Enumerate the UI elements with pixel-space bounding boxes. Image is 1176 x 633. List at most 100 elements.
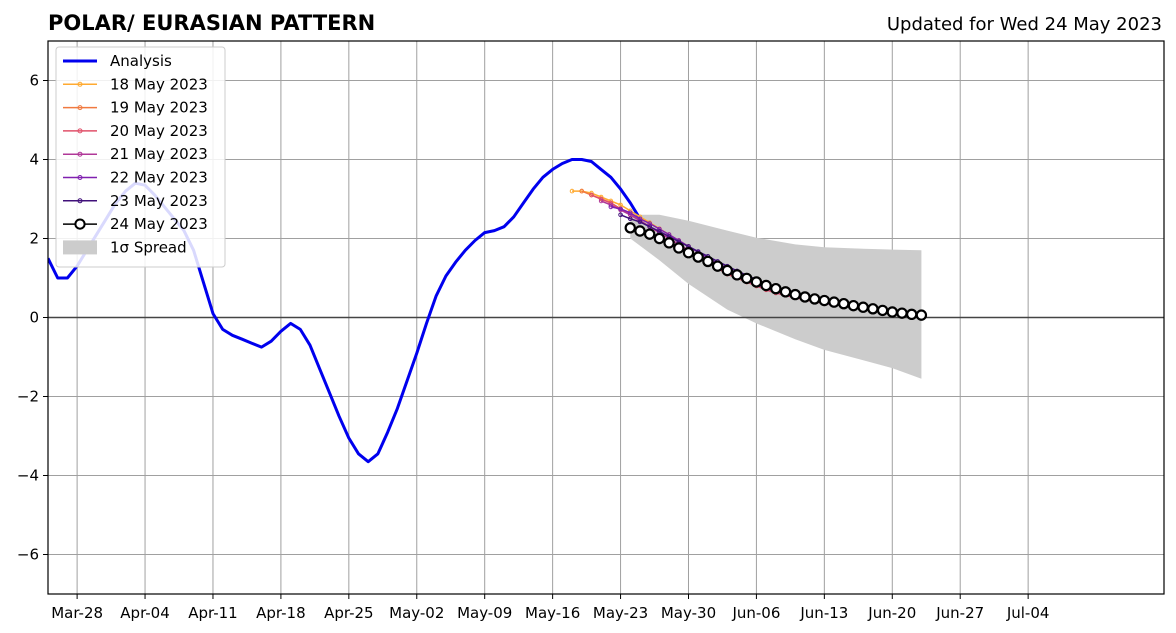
y-tick-label: 4: [29, 151, 39, 169]
current-forecast-point: [624, 222, 636, 234]
legend-marker: [77, 81, 83, 87]
legend-entry: 21 May 2023: [63, 145, 208, 163]
forecast-point: [637, 219, 643, 225]
x-tick-label: May-09: [457, 604, 512, 622]
x-tick-label: Jun-27: [935, 604, 984, 622]
forecast-point: [608, 202, 614, 208]
forecast-point: [579, 188, 585, 194]
current-forecast-point: [867, 303, 879, 315]
legend-label: 24 May 2023: [110, 215, 208, 233]
current-forecast-point: [799, 291, 811, 303]
legend-marker: [77, 198, 83, 204]
legend: Analysis 18 May 2023 19 May 2023 20 May 202…: [55, 46, 226, 268]
x-tick-label: Apr-04: [120, 604, 170, 622]
legend-marker: [77, 105, 83, 111]
forecast-point: [608, 204, 614, 210]
y-axis-ticks: 6 4 2 0 −2 −4 −6: [17, 72, 48, 564]
current-forecast-point: [663, 237, 675, 249]
chart-title: POLAR/ EURASIAN PATTERN: [48, 11, 375, 35]
current-forecast-point: [896, 307, 908, 319]
forecast-point: [618, 206, 623, 212]
forecast-point: [627, 210, 633, 216]
legend-entry: 18 May 2023: [63, 75, 208, 93]
current-forecast-point: [711, 260, 724, 272]
legend-entry: 1σ Spread: [63, 238, 187, 256]
legend-marker: [77, 175, 83, 180]
legend-label: 23 May 2023: [110, 192, 208, 210]
current-forecast-point: [886, 306, 898, 318]
current-forecast-point: [847, 299, 860, 312]
current-forecast-point: [692, 251, 704, 263]
current-forecast-point: [673, 242, 685, 254]
forecast-point: [627, 216, 633, 222]
x-tick-label: May-02: [389, 604, 444, 622]
legend-label: 22 May 2023: [110, 169, 208, 187]
x-tick-label: May-23: [593, 604, 648, 622]
current-forecast-point: [808, 293, 821, 305]
legend-label: 19 May 2023: [110, 99, 208, 117]
x-tick-label: May-16: [525, 604, 580, 622]
current-forecast-point: [818, 294, 831, 307]
legend-entry: 22 May 2023: [63, 169, 208, 187]
current-forecast-point: [779, 286, 792, 298]
forecast-point: [647, 224, 652, 229]
current-forecast-point: [702, 255, 714, 268]
current-forecast-point: [741, 272, 753, 285]
x-tick-label: May-30: [661, 604, 716, 622]
x-tick-label: Jun-20: [867, 604, 916, 622]
current-forecast-point: [750, 276, 763, 288]
current-forecast-point: [770, 282, 782, 295]
current-forecast-layer: [624, 222, 928, 321]
chart-subtitle: Updated for Wed 24 May 2023: [887, 14, 1162, 35]
current-forecast-point: [789, 288, 801, 301]
current-forecast-point: [721, 264, 734, 277]
x-tick-label: Mar-28: [51, 604, 103, 622]
current-forecast-point: [905, 308, 918, 321]
legend-label: 21 May 2023: [110, 145, 208, 163]
forecast-point: [589, 192, 594, 198]
legend-label: 1σ Spread: [110, 238, 187, 256]
y-tick-label: −4: [17, 467, 39, 485]
current-forecast-point: [643, 228, 656, 240]
forecast-point: [569, 188, 575, 194]
forecast-point: [598, 196, 604, 202]
forecast-point: [618, 212, 623, 218]
legend-entry: 24 May 2023: [63, 215, 208, 233]
y-tick-label: 2: [29, 230, 39, 248]
current-forecast-point: [838, 297, 850, 310]
x-tick-label: Apr-25: [324, 604, 374, 622]
legend-marker: [74, 218, 86, 230]
legend-swatch: [63, 240, 97, 255]
current-forecast-point: [682, 247, 695, 259]
current-forecast-point: [760, 279, 772, 292]
x-tick-label: Apr-11: [188, 604, 238, 622]
x-tick-label: Jun-13: [799, 604, 848, 622]
legend-entry: 23 May 2023: [63, 192, 208, 210]
current-forecast-point: [731, 269, 743, 281]
y-tick-label: 6: [29, 72, 39, 90]
legend-label: Analysis: [110, 52, 172, 70]
y-tick-label: −2: [17, 388, 39, 406]
legend-entry: 20 May 2023: [63, 122, 208, 140]
current-forecast-point: [915, 309, 928, 321]
legend-label: 18 May 2023: [110, 75, 208, 93]
legend-box: [55, 46, 226, 268]
legend-entry: Analysis: [63, 52, 172, 70]
x-tick-label: Jun-06: [731, 604, 780, 622]
y-tick-label: 0: [29, 309, 39, 327]
current-forecast-point: [653, 232, 666, 245]
y-tick-label: −6: [17, 546, 39, 564]
legend-marker: [77, 151, 83, 157]
current-forecast-point: [876, 304, 889, 317]
current-forecast-point: [828, 296, 840, 308]
legend-label: 20 May 2023: [110, 122, 208, 140]
x-tick-label: Jul-04: [1006, 604, 1050, 622]
current-forecast-point: [634, 225, 646, 237]
x-tick-label: Apr-18: [256, 604, 306, 622]
current-forecast-point: [857, 301, 869, 313]
x-axis-ticks: Mar-28 Apr-04 Apr-11 Apr-18 Apr-25 May-02 May-…: [51, 594, 1049, 622]
legend-marker: [77, 128, 83, 134]
legend-entry: 19 May 2023: [63, 99, 208, 117]
forecast-point: [598, 198, 604, 204]
